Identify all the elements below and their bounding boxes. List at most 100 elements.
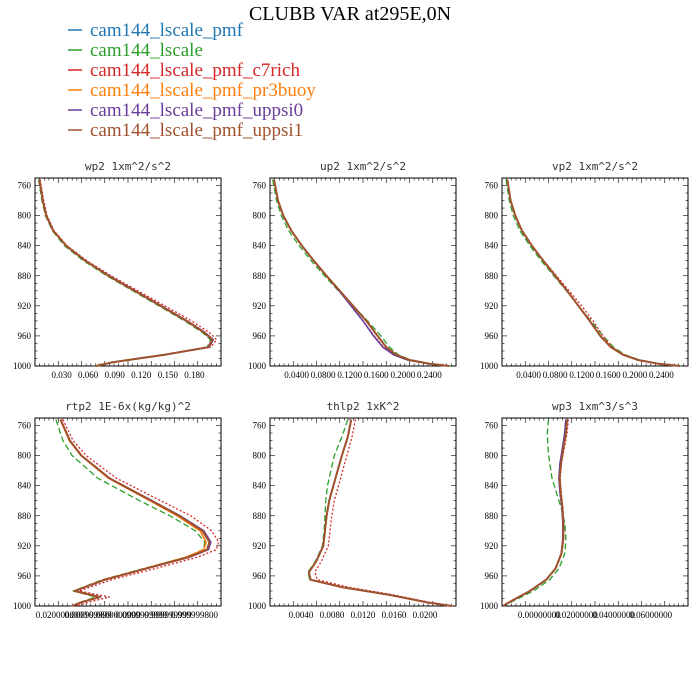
x-tick-label: 0.0800 (543, 370, 568, 380)
y-tick-label: 880 (18, 511, 32, 521)
x-tick-label: 0.0600000000 (89, 610, 141, 620)
series-line (308, 419, 452, 607)
y-tick-label: 800 (18, 211, 32, 221)
chart-panel: wp2 1xm^2/s^2 760 800 840 880 920 960 1000 0.030… (13, 160, 222, 380)
x-tick-label: 0.999999999 (144, 610, 192, 620)
series-line (307, 419, 451, 607)
panels: wp2 1xm^2/s^2 760 800 840 880 920 960 1000 0.030… (13, 160, 689, 620)
series-line (37, 179, 212, 367)
series-line (308, 419, 452, 607)
y-tick-label: 1000 (480, 361, 499, 371)
chart-panel: thlp2 1xK^2 760 800 840 880 920 960 1000 0.0040 0… (248, 400, 457, 620)
x-tick-label: 0.0800 (311, 370, 336, 380)
y-tick-label: 1000 (13, 361, 32, 371)
y-tick-label: 920 (485, 301, 499, 311)
figure-title: CLUBB VAR at295E,0N (249, 3, 451, 25)
y-tick-label: 1000 (13, 601, 32, 611)
x-tick-label: 0.02000000 (555, 610, 598, 620)
y-tick-label: 840 (485, 241, 499, 251)
series-line (273, 179, 449, 367)
series-line (59, 419, 212, 607)
series-line (62, 419, 220, 607)
x-tick-label: 0.0120 (351, 610, 376, 620)
panel-title: rtp2 1E-6x(kg/kg)^2 (65, 400, 191, 413)
plot-frame (501, 177, 689, 367)
series-line (273, 179, 450, 367)
series-line (308, 419, 452, 607)
y-tick-label: 840 (18, 241, 32, 251)
y-tick-label: 920 (253, 541, 267, 551)
y-tick-label: 960 (18, 571, 32, 581)
x-tick-label: 0.04000000 (592, 610, 635, 620)
panel-title: wp3 1xm^3/s^3 (552, 400, 638, 413)
series-line (307, 419, 452, 607)
y-tick-label: 920 (18, 301, 32, 311)
legend-entry: cam144_lscale (90, 40, 203, 61)
x-tick-label: 0.00000000 (518, 610, 561, 620)
y-tick-label: 960 (253, 331, 267, 341)
plot-frame (34, 417, 222, 607)
y-tick-label: 1000 (480, 601, 499, 611)
series-line (38, 179, 214, 367)
y-tick-label: 1000 (248, 361, 267, 371)
x-tick-label: 0.180 (184, 370, 205, 380)
series-line (506, 179, 681, 367)
y-tick-label: 920 (253, 301, 267, 311)
series-line (502, 419, 569, 607)
legend-entry: cam144_lscale_pmf_uppsi1 (90, 120, 303, 141)
chart-panel: wp3 1xm^3/s^3 760 800 840 880 920 960 1000 0.000… (480, 400, 689, 620)
series-line (273, 179, 450, 367)
x-tick-label: 0.0200000000 (36, 610, 88, 620)
plot-frame (269, 417, 457, 607)
y-tick-label: 880 (253, 511, 267, 521)
y-tick-label: 760 (18, 421, 32, 431)
y-tick-label: 800 (253, 211, 267, 221)
x-tick-label: 0.06000000 (629, 610, 672, 620)
x-tick-label: 0.0400 (516, 370, 541, 380)
x-tick-label: 0.1600 (364, 370, 389, 380)
series-line (38, 179, 214, 367)
x-tick-label: 0.0040 (289, 610, 314, 620)
panel-title: vp2 1xm^2/s^2 (552, 160, 638, 173)
y-tick-label: 760 (485, 421, 499, 431)
legend-entry: cam144_lscale_pmf_uppsi0 (90, 100, 303, 121)
legend-entry: cam144_lscale_pmf (90, 20, 244, 41)
x-tick-label: 0.150 (158, 370, 179, 380)
y-tick-label: 920 (485, 541, 499, 551)
y-tick-label: 800 (485, 211, 499, 221)
series-line (273, 179, 449, 367)
y-tick-label: 760 (253, 181, 267, 191)
chart-panel: up2 1xm^2/s^2 760 800 840 880 920 960 1000 0.040… (248, 160, 457, 380)
x-tick-label: 0.2000 (622, 370, 647, 380)
series-line (506, 179, 681, 367)
y-tick-label: 800 (253, 451, 267, 461)
y-tick-label: 920 (18, 541, 32, 551)
x-tick-label: 0.0080 (320, 610, 345, 620)
y-tick-label: 760 (485, 181, 499, 191)
series-line (273, 179, 450, 367)
x-tick-label: 0.090 (105, 370, 126, 380)
y-tick-label: 960 (18, 331, 32, 341)
x-tick-label: 0.120 (131, 370, 152, 380)
y-tick-label: 800 (485, 451, 499, 461)
x-tick-label: 0.2400 (417, 370, 442, 380)
series-line (506, 179, 681, 367)
y-tick-label: 840 (253, 241, 267, 251)
x-tick-label: 0.0400 (284, 370, 309, 380)
x-tick-label: 0.060 (78, 370, 99, 380)
series-line (314, 419, 453, 607)
y-tick-label: 960 (485, 571, 499, 581)
series-line (55, 419, 206, 607)
y-tick-label: 840 (253, 481, 267, 491)
series-line (38, 179, 214, 367)
x-tick-label: 0.999999800 (171, 610, 219, 620)
series-line (272, 179, 451, 367)
y-tick-label: 800 (18, 451, 32, 461)
y-tick-label: 760 (253, 421, 267, 431)
panel-title: thlp2 1xK^2 (327, 400, 400, 413)
series-line (59, 419, 211, 607)
y-tick-label: 880 (485, 511, 499, 521)
plot-frame (34, 177, 222, 367)
chart-panel: rtp2 1E-6x(kg/kg)^2 760 800 840 880 920 960 100… (13, 400, 222, 620)
series-line (59, 419, 211, 607)
